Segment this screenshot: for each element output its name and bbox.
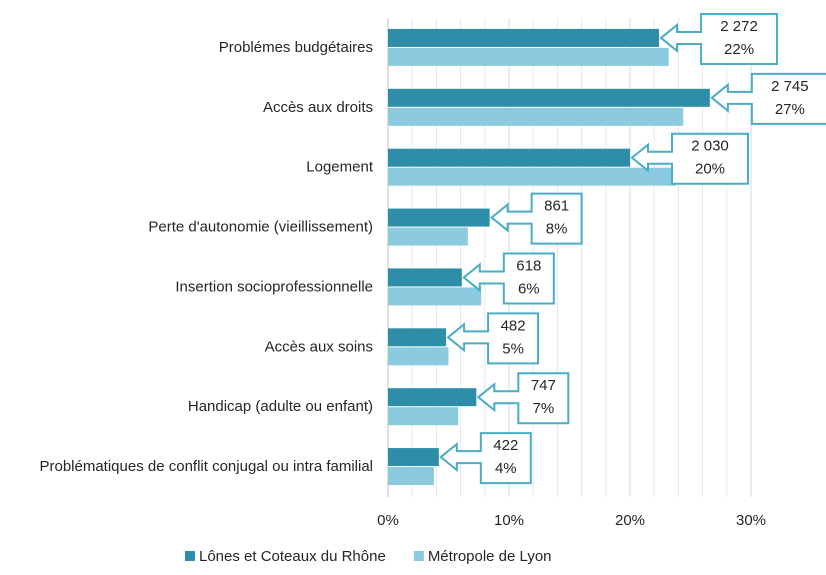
- bar: [388, 208, 490, 227]
- count-label: 747: [531, 377, 556, 394]
- bar: [388, 47, 669, 66]
- count-label: 861: [544, 198, 569, 215]
- bar: [388, 268, 462, 287]
- value-label: 8%: [546, 221, 568, 238]
- x-tick-label: 30%: [736, 512, 766, 529]
- value-label: 7%: [532, 400, 554, 417]
- count-label: 2 030: [691, 138, 729, 155]
- y-tick-label: Perte d'autonomie (vieillissement): [148, 219, 373, 236]
- x-tick-label: 20%: [615, 512, 645, 529]
- bar: [388, 328, 447, 347]
- legend-label: Métropole de Lyon: [428, 548, 552, 565]
- callout: [462, 252, 555, 305]
- y-tick-label: Accès aux soins: [265, 338, 373, 355]
- y-tick-label: Accès aux droits: [263, 99, 373, 116]
- bar: [388, 167, 676, 186]
- count-label: 618: [516, 257, 541, 274]
- y-tick-label: Handicap (adulte ou enfant): [188, 398, 373, 415]
- callout: [439, 432, 532, 485]
- y-tick-label: Logement: [306, 159, 374, 176]
- y-tick-label: Problémes budgétaires: [219, 39, 373, 56]
- x-tick-label: 0%: [377, 512, 399, 529]
- legend-swatch: [185, 551, 195, 561]
- bar: [388, 407, 459, 426]
- bar: [388, 347, 449, 366]
- callout: [446, 312, 540, 365]
- legend-swatch: [413, 551, 424, 561]
- callout: [490, 192, 583, 245]
- bar: [388, 148, 630, 167]
- count-label: 2 272: [720, 18, 758, 35]
- value-label: 6%: [518, 280, 540, 297]
- bar: [388, 467, 434, 486]
- bar: [388, 227, 468, 246]
- bar: [388, 107, 684, 126]
- bar: [388, 448, 439, 467]
- x-tick-label: 10%: [494, 512, 524, 529]
- y-tick-label: Insertion socioprofessionnelle: [175, 278, 373, 295]
- bar: [388, 388, 477, 407]
- value-label: 22%: [724, 41, 754, 58]
- value-label: 20%: [695, 161, 725, 178]
- bar: [388, 88, 710, 107]
- legend-label: Lônes et Coteaux du Rhône: [199, 548, 386, 565]
- callout: [659, 12, 779, 65]
- callout: [630, 132, 749, 185]
- count-label: 422: [493, 437, 518, 454]
- count-label: 482: [501, 317, 526, 334]
- callout: [710, 72, 826, 125]
- value-label: 27%: [775, 101, 805, 118]
- bar: [388, 287, 482, 306]
- y-tick-label: Problématiques de conflit conjugal ou in…: [39, 458, 373, 475]
- bar: [388, 28, 660, 47]
- value-label: 5%: [502, 340, 524, 357]
- callout: [476, 372, 570, 425]
- count-label: 2 745: [771, 78, 809, 95]
- value-label: 4%: [495, 460, 517, 477]
